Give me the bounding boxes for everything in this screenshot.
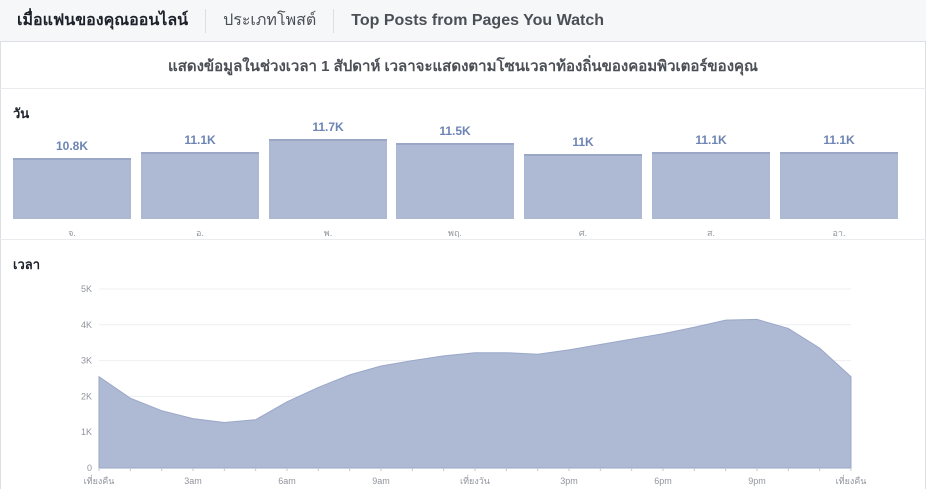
- day-bar[interactable]: [652, 152, 770, 219]
- days-section-label: วัน: [13, 106, 30, 121]
- timezone-notice: แสดงข้อมูลในช่วงเวลา 1 สัปดาห์ เวลาจะแสด…: [0, 43, 926, 89]
- day-label: อ.: [196, 228, 204, 238]
- tab-post-types[interactable]: ประเภทโพสต์: [223, 12, 317, 29]
- day-label: พ.: [323, 228, 333, 238]
- day-bar[interactable]: [269, 139, 387, 219]
- day-label: ส.: [707, 228, 715, 238]
- day-bar[interactable]: [524, 154, 642, 219]
- day-label: จ.: [68, 228, 76, 238]
- section-divider: [0, 239, 926, 240]
- tab-separator: [205, 8, 207, 33]
- tab-bar: เมื่อแฟนของคุณออนไลน์ ประเภทโพสต์ Top Po…: [0, 0, 926, 42]
- bar-value-label: 11.1K: [823, 133, 855, 147]
- bar-value-label: 11K: [572, 135, 594, 149]
- day-label: ศ.: [578, 228, 588, 238]
- bar-value-label: 11.7K: [312, 120, 344, 134]
- day-bar[interactable]: [13, 158, 131, 219]
- tab-top-posts-pages-you-watch[interactable]: Top Posts from Pages You Watch: [351, 11, 605, 29]
- bar-value-label: 11.5K: [439, 124, 471, 138]
- day-label: พฤ.: [448, 228, 462, 238]
- tab-separator: [333, 8, 335, 33]
- time-section-label: เวลา: [13, 257, 41, 272]
- bar-value-label: 11.1K: [184, 133, 216, 147]
- day-bar[interactable]: [141, 152, 259, 219]
- day-bar[interactable]: [780, 152, 898, 219]
- bar-value-label: 10.8K: [55, 139, 89, 153]
- day-bar[interactable]: [396, 143, 514, 219]
- tab-when-fans-online[interactable]: เมื่อแฟนของคุณออนไลน์: [17, 12, 189, 29]
- bar-value-label: 11.1K: [695, 133, 727, 147]
- day-label: อา.: [832, 228, 846, 238]
